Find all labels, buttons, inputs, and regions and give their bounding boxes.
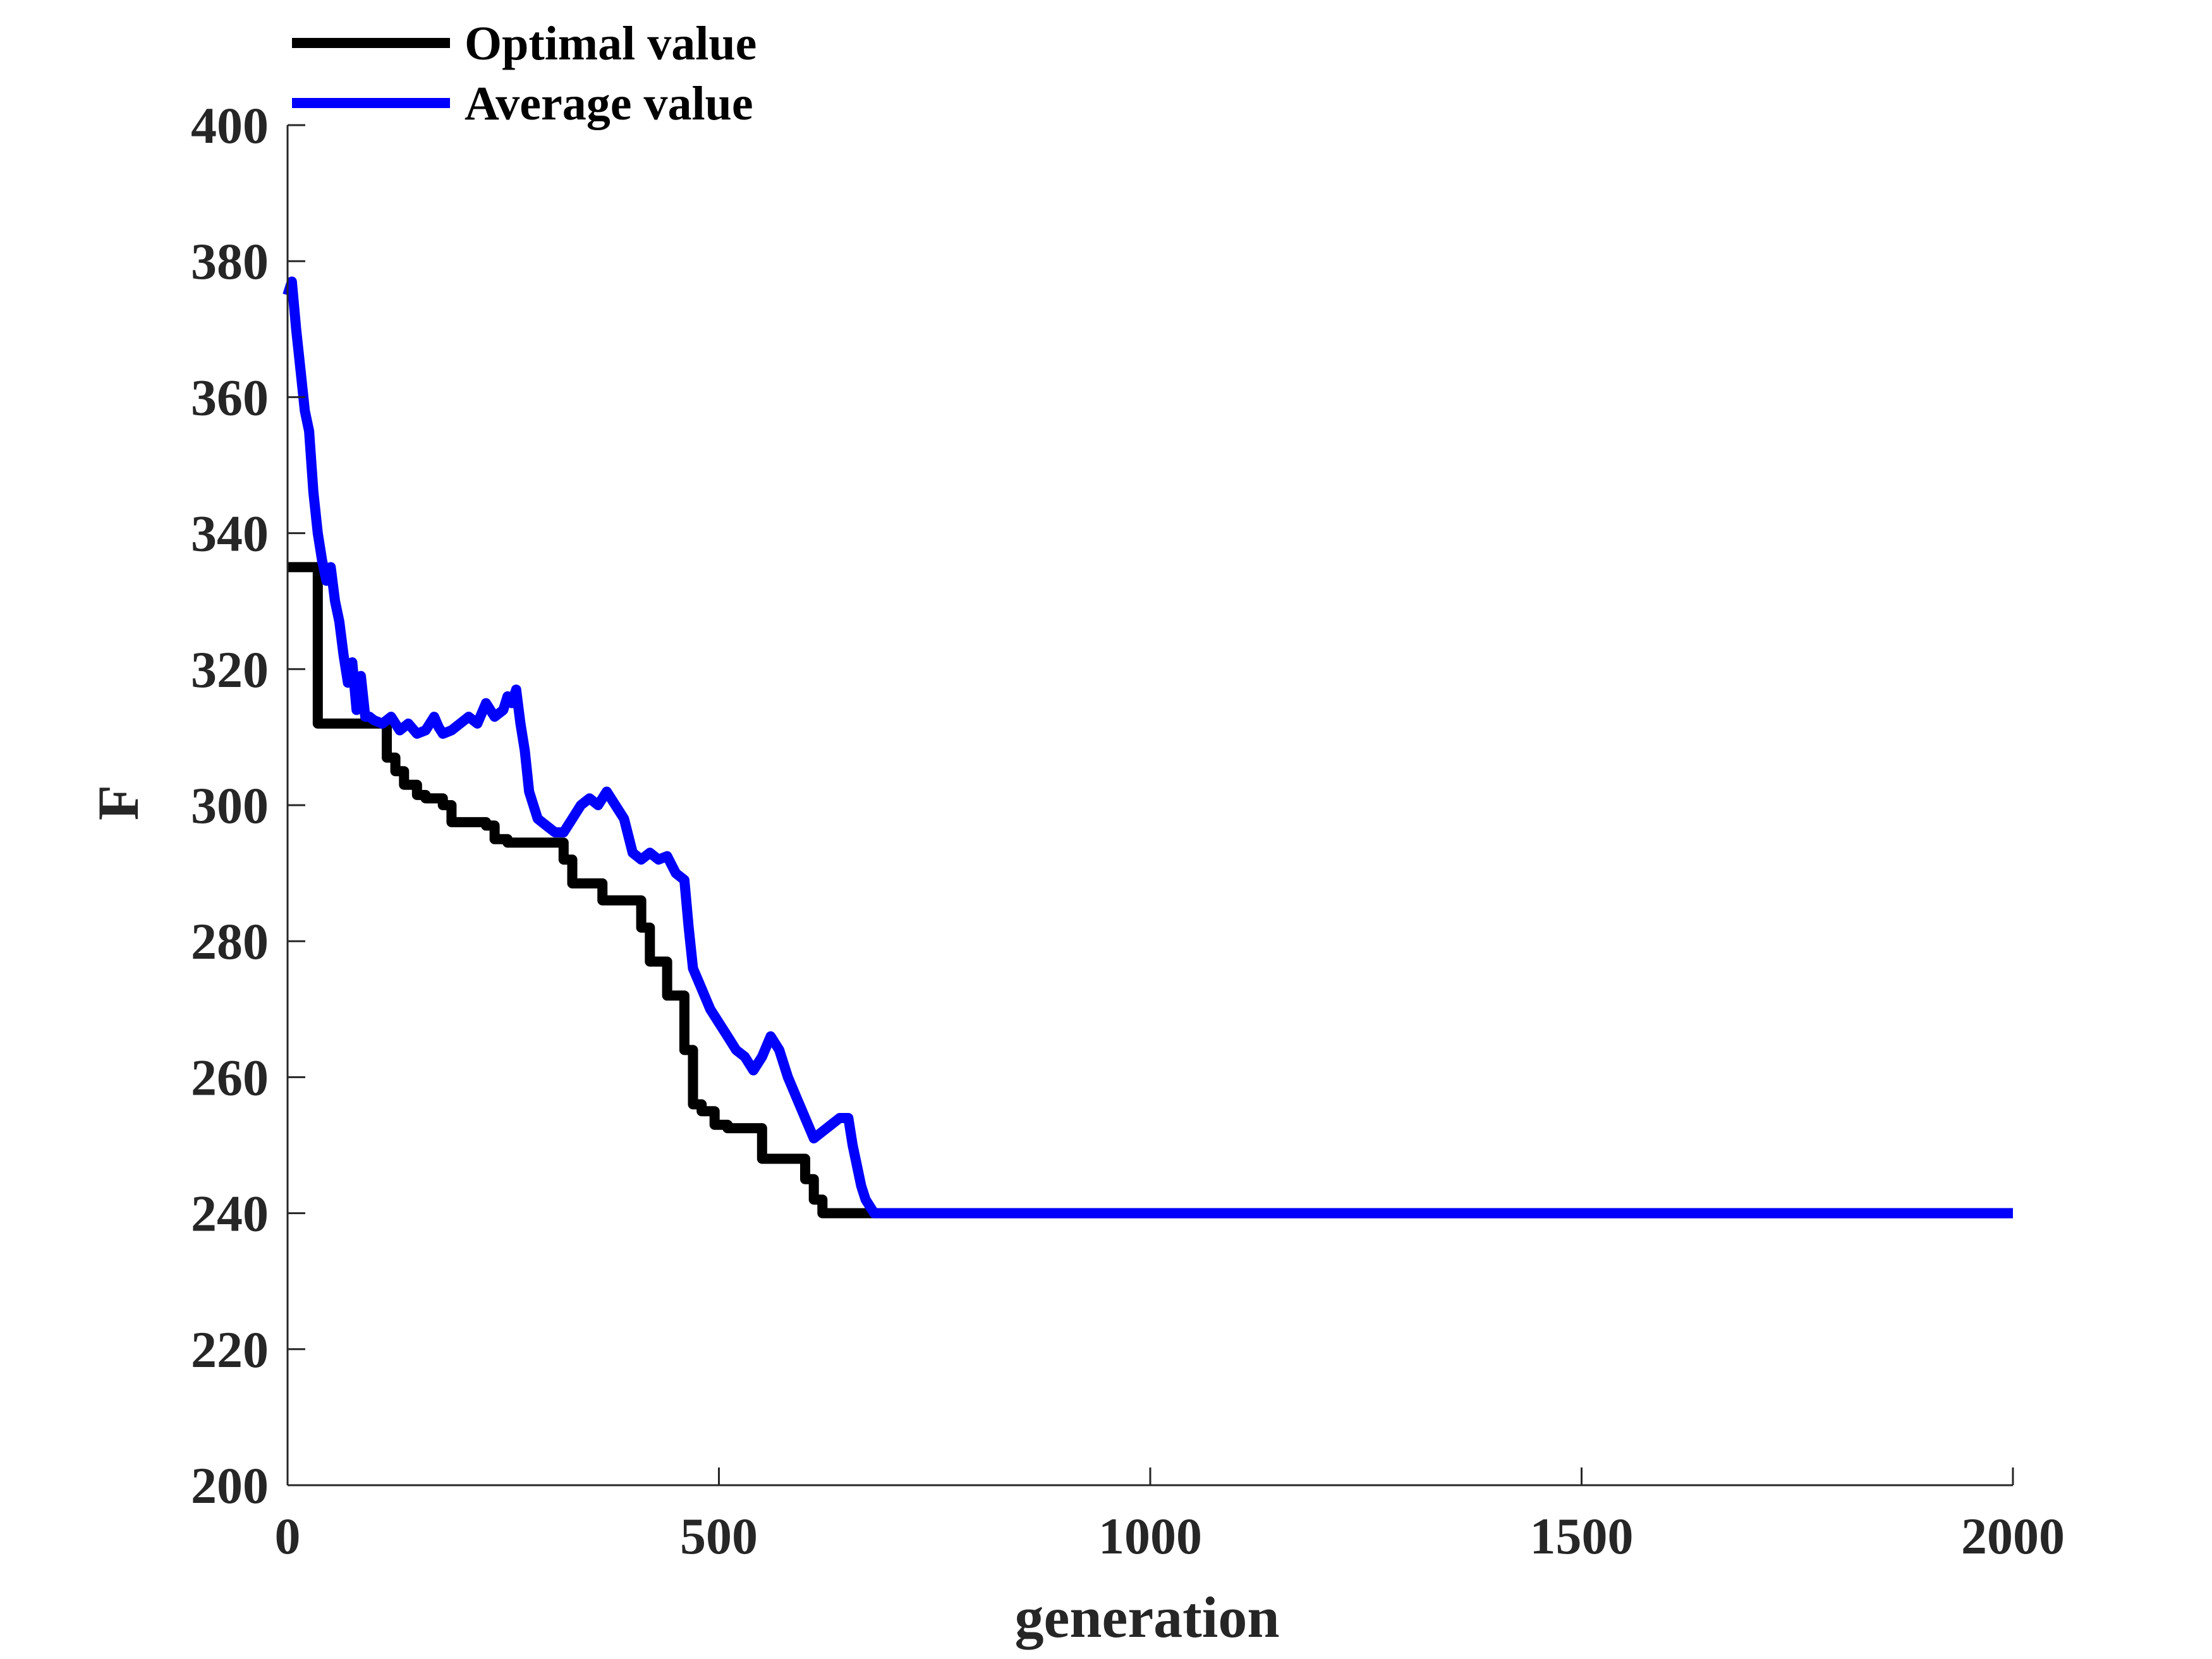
y-tick-label: 220 [191, 1321, 269, 1378]
x-ticks: 0 500 1000 1500 2000 [275, 1468, 2065, 1565]
x-tick-label: 2000 [1961, 1507, 2065, 1565]
y-tick-label: 400 [191, 97, 269, 154]
series-line-1 [283, 276, 2013, 1218]
series-line-0 [288, 562, 2013, 1218]
y-tick-label: 360 [191, 368, 269, 426]
x-tick-label: 1500 [1530, 1507, 1634, 1565]
legend-label-0: Optimal value [465, 17, 757, 70]
x-tick-label: 0 [275, 1507, 301, 1565]
y-tick-label: 300 [191, 777, 269, 834]
y-tick-label: 260 [191, 1048, 269, 1106]
y-tick-label: 240 [191, 1185, 269, 1243]
y-tick-label: 340 [191, 505, 269, 562]
axes [286, 125, 2013, 1486]
legend-label-1: Average value [465, 77, 753, 130]
y-tick-label: 280 [191, 913, 269, 970]
y-tick-label: 320 [191, 641, 269, 698]
y-axis-label: F [86, 785, 150, 820]
series-layer [283, 276, 2013, 1218]
y-tick-label: 380 [191, 233, 269, 290]
x-tick-label: 500 [680, 1507, 758, 1565]
y-tick-label: 200 [191, 1457, 269, 1514]
x-axis-label: generation [1014, 1585, 1279, 1650]
y-ticks: 200 220 240 260 280 300 320 340 360 380 400 [191, 97, 305, 1514]
legend: Optimal value Average value [292, 17, 757, 130]
x-tick-label: 1000 [1098, 1507, 1202, 1565]
